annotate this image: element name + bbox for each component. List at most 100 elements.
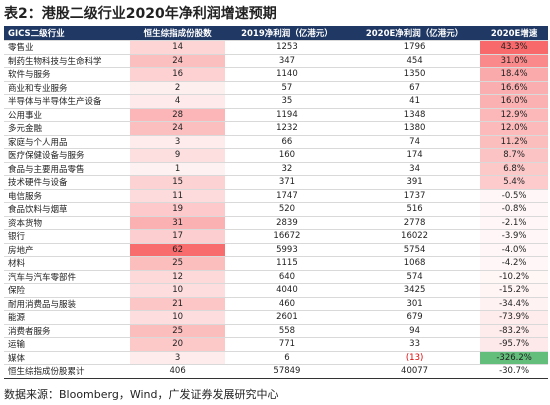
table-cell: 160 [224,148,349,163]
table-cell: 62 [130,243,225,257]
table-cell: 454 [348,54,481,68]
table-cell: 12.9% [480,108,548,122]
table-row: 电信服务 11 1747 1737 -0.5% [4,189,548,203]
table-cell: 9 [130,148,225,163]
table-cell: 574 [348,270,481,284]
table-cell: 1253 [224,40,349,55]
table-row: 房地产 62 5993 5754 -4.0% [4,243,548,257]
table-cell: 1737 [348,189,481,203]
table-cell: 21 [130,297,225,311]
table-cell: -10.2% [480,270,548,284]
column-header: 2020E增速 [480,26,548,41]
table-cell: 3425 [348,283,481,298]
table-cell: 恒生综指成份股累计 [4,364,131,379]
table-cell: 1194 [224,108,349,122]
table-cell: -0.8% [480,202,548,217]
header-row: GICS二级行业 恒生综指成份股数 2019净利润（亿港元） 2020E净利润（亿港元… [4,26,548,41]
table-cell: 5.4% [480,175,548,190]
table-row: 多元金融 24 1232 1380 12.0% [4,121,548,136]
table-cell: 多元金融 [4,121,131,136]
table-cell: -83.2% [480,324,548,338]
table-cell: 2839 [224,216,349,230]
column-header: 2020E净利润（亿港元） [348,26,481,41]
table-cell: 33 [348,337,481,352]
table-cell: 347 [224,54,349,68]
table-cell: 11.2% [480,135,548,149]
table-cell: 资本货物 [4,216,131,230]
table-cell: 1796 [348,40,481,55]
table-cell: 家庭与个人用品 [4,135,131,149]
table-cell: 10 [130,310,225,325]
table-cell: 1115 [224,256,349,271]
table-cell: 43.3% [480,40,548,55]
table-cell: 1232 [224,121,349,136]
table-cell: 16672 [224,229,349,244]
table-cell: 耐用消费品与服装 [4,297,131,311]
table-cell: 34 [348,162,481,176]
table-cell: 24 [130,121,225,136]
table-cell: 371 [224,175,349,190]
table-row: 保险 10 4040 3425 -15.2% [4,283,548,298]
table-cell: 16 [130,67,225,82]
table-cell: 57 [224,81,349,95]
table-cell: -2.1% [480,216,548,230]
table-cell: 公用事业 [4,108,131,122]
table-cell: 771 [224,337,349,352]
table-cell: 16.6% [480,81,548,95]
table-cell: 406 [130,364,225,379]
table-row: 技术硬件与设备 15 371 391 5.4% [4,175,548,190]
table-cell: -34.4% [480,297,548,311]
table-row: 商业和专业服务 2 57 67 16.6% [4,81,548,95]
table-cell: 18.4% [480,67,548,82]
table-cell: 35 [224,94,349,109]
table-cell: 57849 [224,364,349,379]
table-cell: 3 [130,135,225,149]
table-cell: 558 [224,324,349,338]
table-cell: 电信服务 [4,189,131,203]
table-cell: -95.7% [480,337,548,352]
table-cell: -326.2% [480,351,548,365]
table-cell: 技术硬件与设备 [4,175,131,190]
table-cell: 1140 [224,67,349,82]
table-cell: 10 [130,283,225,298]
table-row: 软件与服务 16 1140 1350 18.4% [4,67,548,82]
table-cell: 保险 [4,283,131,298]
table-row: 半导体与半导体生产设备 4 35 41 16.0% [4,94,548,109]
table-cell: -3.9% [480,229,548,244]
table-row: 能源 10 2601 679 -73.9% [4,310,548,325]
table-row: 汽车与汽车零部件 12 640 574 -10.2% [4,270,548,284]
table-row: 媒体 3 6 (13) -326.2% [4,351,548,365]
column-header: 2019净利润（亿港元） [224,26,349,41]
table-cell: 食品与主要用品零售 [4,162,131,176]
table-cell: 食品饮料与烟草 [4,202,131,217]
table-cell: 1 [130,162,225,176]
table-cell: -0.5% [480,189,548,203]
table-cell: 房地产 [4,243,131,257]
table-cell: 8.7% [480,148,548,163]
table-cell: 4040 [224,283,349,298]
data-table: GICS二级行业 恒生综指成份股数 2019净利润（亿港元） 2020E净利润（亿港元… [4,26,548,379]
table-cell: 67 [348,81,481,95]
table-cell: 41 [348,94,481,109]
table-cell: 2778 [348,216,481,230]
table-row: 食品与主要用品零售 1 32 34 6.8% [4,162,548,176]
table-cell: 66 [224,135,349,149]
table-cell: 运输 [4,337,131,352]
table-cell: 516 [348,202,481,217]
table-cell: 12.0% [480,121,548,136]
table-cell: 32 [224,162,349,176]
table-cell: 媒体 [4,351,131,365]
table-row: 零售业 14 1253 1796 43.3% [4,40,548,55]
table-cell: 商业和专业服务 [4,81,131,95]
table-cell: 能源 [4,310,131,325]
table-cell: -4.2% [480,256,548,271]
table-row: 材料 25 1115 1068 -4.2% [4,256,548,271]
table-cell: 17 [130,229,225,244]
table-cell: 640 [224,270,349,284]
table-cell: 20 [130,337,225,352]
table-row: 耐用消费品与服装 21 460 301 -34.4% [4,297,548,311]
table-row: 银行 17 16672 16022 -3.9% [4,229,548,244]
table-cell: 材料 [4,256,131,271]
table-cell: 19 [130,202,225,217]
